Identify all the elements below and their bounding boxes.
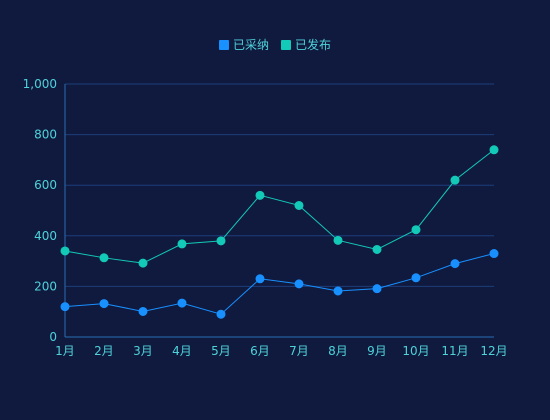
legend-label-published: 已发布 (295, 38, 332, 52)
legend-swatch-published (281, 40, 291, 50)
data-point-published (216, 236, 226, 246)
series-line-published (64, 149, 495, 264)
series-line-adopted (64, 253, 495, 315)
x-tick-label: 8月 (328, 344, 348, 358)
data-point-published (333, 235, 343, 245)
x-tick-label: 4月 (172, 344, 192, 358)
legend-label-adopted: 已采纳 (232, 38, 269, 52)
data-point-published (294, 200, 304, 210)
data-point-published (450, 175, 460, 185)
x-tick-label: 1月 (55, 344, 75, 358)
legend-item-published[interactable]: 已发布 (281, 37, 331, 53)
x-tick-label: 3月 (133, 344, 153, 358)
data-point-adopted (450, 259, 460, 269)
data-point-adopted (138, 306, 148, 316)
data-point-published (99, 253, 109, 263)
data-point-adopted (372, 284, 382, 294)
data-point-published (60, 246, 70, 256)
data-point-adopted (216, 309, 226, 319)
x-tick-label: 6月 (250, 344, 270, 358)
x-tick-label: 10月 (402, 344, 429, 358)
data-point-published (177, 239, 187, 249)
x-tick-label: 7月 (289, 344, 309, 358)
data-point-published (411, 225, 421, 235)
x-tick-label: 11月 (441, 344, 468, 358)
x-tick-label: 5月 (211, 344, 231, 358)
legend-swatch-adopted (218, 40, 229, 50)
data-point-adopted (489, 249, 499, 259)
data-point-published (489, 145, 499, 155)
data-point-adopted (177, 298, 187, 308)
data-point-adopted (411, 273, 421, 283)
y-tick-label: 0 (49, 330, 57, 344)
data-point-adopted (60, 302, 70, 312)
data-point-published (372, 244, 382, 254)
legend-item-adopted[interactable]: 已采纳 (218, 37, 269, 53)
data-point-published (255, 190, 265, 200)
data-point-adopted (333, 286, 343, 296)
data-point-published (138, 258, 148, 268)
data-point-adopted (99, 299, 109, 309)
x-tick-label: 2月 (94, 344, 114, 358)
y-tick-label: 600 (34, 178, 57, 192)
y-tick-label: 200 (34, 279, 57, 293)
chart-legend: 已采纳 已发布 (0, 37, 550, 53)
x-tick-label: 9月 (367, 344, 387, 358)
y-tick-label: 1,000 (23, 77, 57, 91)
x-tick-label: 12月 (480, 344, 507, 358)
y-tick-label: 800 (34, 128, 57, 142)
data-point-adopted (255, 274, 265, 284)
data-point-adopted (294, 279, 304, 289)
y-tick-label: 400 (34, 229, 57, 243)
